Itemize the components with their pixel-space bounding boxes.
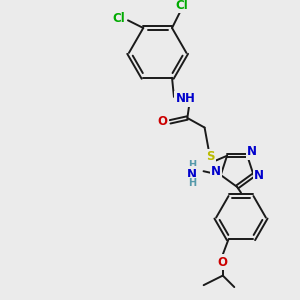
Text: N: N xyxy=(254,169,264,182)
Text: H: H xyxy=(188,160,196,170)
Text: NH: NH xyxy=(176,92,195,105)
Text: N: N xyxy=(247,146,257,158)
Text: O: O xyxy=(218,256,228,269)
Text: Cl: Cl xyxy=(175,0,188,11)
Text: S: S xyxy=(206,150,214,163)
Text: O: O xyxy=(158,115,167,128)
Text: H: H xyxy=(188,178,196,188)
Text: N: N xyxy=(187,168,197,181)
Text: Cl: Cl xyxy=(112,12,125,25)
Text: N: N xyxy=(211,165,221,178)
